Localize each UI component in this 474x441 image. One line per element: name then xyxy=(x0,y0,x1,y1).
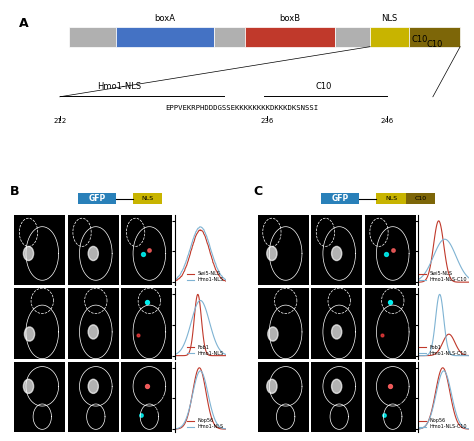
Circle shape xyxy=(267,247,277,261)
Bar xyxy=(370,26,409,47)
Bar xyxy=(78,193,116,204)
Bar xyxy=(409,26,460,47)
Bar xyxy=(69,26,116,47)
Bar xyxy=(321,193,359,204)
Text: NLS: NLS xyxy=(385,196,397,202)
Text: GFP: GFP xyxy=(331,194,349,203)
Point xyxy=(386,299,394,306)
Y-axis label: intensity: intensity xyxy=(398,236,403,264)
Point xyxy=(389,247,397,254)
Legend: Fob1, Hmo1-NLS-C10: Fob1, Hmo1-NLS-C10 xyxy=(417,343,469,358)
Point xyxy=(143,299,151,306)
Text: Hmo1-NLS: Hmo1-NLS xyxy=(97,82,141,91)
Point xyxy=(146,247,153,254)
Legend: Swi5-NLS, Hmo1-NLS-C10: Swi5-NLS, Hmo1-NLS-C10 xyxy=(417,269,469,284)
Point xyxy=(134,331,142,338)
Bar xyxy=(116,26,214,47)
Legend: Nop56, Hmo1-NLS-C10: Nop56, Hmo1-NLS-C10 xyxy=(417,416,469,431)
Circle shape xyxy=(88,247,99,261)
Point xyxy=(378,331,385,338)
Text: Fob1: Fob1 xyxy=(238,321,255,326)
Text: boxA: boxA xyxy=(154,14,175,23)
Legend: Swi5-NLS, Hmo1-NLS: Swi5-NLS, Hmo1-NLS xyxy=(185,269,226,284)
Y-axis label: intensity: intensity xyxy=(155,236,160,264)
Bar xyxy=(214,26,245,47)
Point xyxy=(137,411,145,418)
Y-axis label: intensity: intensity xyxy=(398,383,403,411)
Text: Swi5-NLS: Swi5-NLS xyxy=(14,208,47,214)
Text: 236: 236 xyxy=(260,118,273,123)
Circle shape xyxy=(331,325,342,339)
Text: EPPVEKRPHDDDGSSEKKKKKKKKDKKKDKSNSSI: EPPVEKRPHDDDGSSEKKKKKKKKDKKKDKSNSSI xyxy=(165,105,319,111)
Text: Fob1: Fob1 xyxy=(0,321,12,326)
Text: 246: 246 xyxy=(381,118,394,123)
Text: C10: C10 xyxy=(427,40,443,49)
Y-axis label: intensity: intensity xyxy=(155,310,160,337)
Text: B: B xyxy=(10,185,19,198)
Legend: Fob1, Hmo1-NLS: Fob1, Hmo1-NLS xyxy=(185,343,226,358)
Legend: Nop56, Hmo1-NLS: Nop56, Hmo1-NLS xyxy=(185,416,226,431)
Text: Nop56: Nop56 xyxy=(232,394,255,400)
Circle shape xyxy=(88,379,99,393)
Bar xyxy=(376,193,406,204)
Text: A: A xyxy=(19,17,28,30)
Bar xyxy=(133,193,163,204)
Point xyxy=(386,383,394,390)
Circle shape xyxy=(268,327,278,341)
Text: Nop56: Nop56 xyxy=(0,394,12,400)
Y-axis label: intensity: intensity xyxy=(398,310,403,337)
Text: C10: C10 xyxy=(411,35,428,45)
Circle shape xyxy=(331,247,342,261)
Text: C10: C10 xyxy=(316,82,332,91)
Circle shape xyxy=(23,379,34,393)
Text: GFP: GFP xyxy=(88,194,105,203)
Text: NLS: NLS xyxy=(382,14,398,23)
Text: C10: C10 xyxy=(415,196,427,202)
Text: C: C xyxy=(254,185,263,198)
Bar xyxy=(245,26,335,47)
Circle shape xyxy=(88,325,99,339)
Point xyxy=(143,383,151,390)
Text: 212: 212 xyxy=(53,118,66,123)
Circle shape xyxy=(23,247,34,261)
Text: NLS: NLS xyxy=(142,196,154,202)
Title: Hmo1--NLS-C10: Hmo1--NLS-C10 xyxy=(309,208,365,214)
Bar xyxy=(406,193,436,204)
Point xyxy=(139,250,146,258)
Title: merge: merge xyxy=(379,208,401,214)
Bar xyxy=(335,26,370,47)
Circle shape xyxy=(25,327,35,341)
Title: Hmo1--NLS: Hmo1--NLS xyxy=(73,208,113,214)
Text: boxB: boxB xyxy=(279,14,301,23)
Y-axis label: intensity: intensity xyxy=(155,383,160,411)
Title: merge: merge xyxy=(136,208,158,214)
Point xyxy=(383,250,390,258)
Circle shape xyxy=(331,379,342,393)
Text: Swi5-NLS: Swi5-NLS xyxy=(257,208,290,214)
Point xyxy=(380,411,388,418)
Circle shape xyxy=(267,379,277,393)
